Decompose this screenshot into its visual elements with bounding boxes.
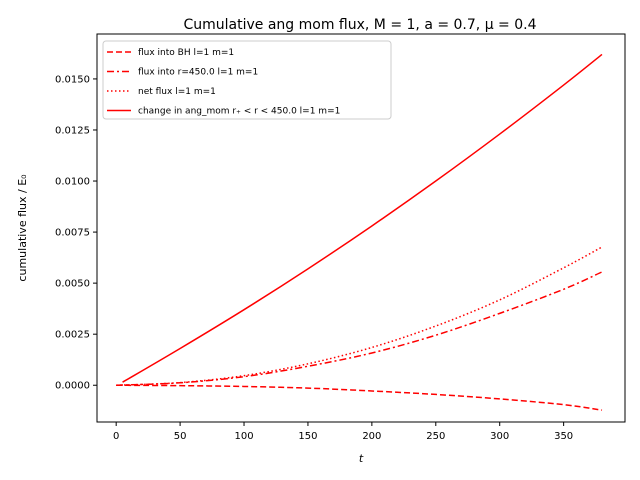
legend-label-3: net flux l=1 m=1 bbox=[138, 87, 216, 97]
y-axis-label: cumulative flux / E₀ bbox=[16, 174, 29, 282]
series-line-4 bbox=[122, 53, 603, 383]
x-tick-label: 250 bbox=[426, 431, 445, 442]
x-tick-label: 150 bbox=[298, 431, 317, 442]
y-axis: 0.0000 0.0025 0.0050 0.0075 0.0100 0.0125 0.01… bbox=[55, 74, 97, 392]
legend-label-1: flux into BH l=1 m=1 bbox=[138, 48, 234, 58]
series-line-1 bbox=[116, 384, 603, 411]
axes-frame bbox=[96, 33, 626, 423]
series-line-2 bbox=[116, 271, 603, 386]
x-tick-label: 300 bbox=[490, 431, 509, 442]
y-tick-label: 0.0150 bbox=[55, 74, 90, 85]
y-tick-label: 0.0025 bbox=[55, 330, 90, 341]
x-axis: 0 50 100 150 200 250 300 350 bbox=[113, 422, 573, 442]
y-tick-label: 0.0075 bbox=[55, 228, 90, 239]
legend-box bbox=[102, 40, 392, 120]
x-tick-label: 200 bbox=[362, 431, 381, 442]
y-tick-label: 0.0050 bbox=[55, 279, 90, 290]
chart-title: Cumulative ang mom flux, M = 1, a = 0.7,… bbox=[183, 17, 536, 33]
x-tick-label: 50 bbox=[174, 431, 187, 442]
y-tick-label: 0.0100 bbox=[55, 177, 90, 188]
legend-label-4: change in ang_mom r₊ < r < 450.0 l=1 m=1 bbox=[138, 107, 340, 117]
legend: flux into BH l=1 m=1 flux into r=450.0 l=… bbox=[102, 40, 392, 120]
legend-label-2: flux into r=450.0 l=1 m=1 bbox=[138, 68, 258, 78]
x-tick-label: 0 bbox=[113, 431, 119, 442]
plot-area bbox=[116, 53, 603, 411]
x-axis-label: t bbox=[359, 452, 364, 465]
x-tick-label: 100 bbox=[234, 431, 253, 442]
y-tick-label: 0.0125 bbox=[55, 125, 90, 136]
y-tick-label: 0.0000 bbox=[55, 381, 90, 392]
x-tick-label: 350 bbox=[554, 431, 573, 442]
